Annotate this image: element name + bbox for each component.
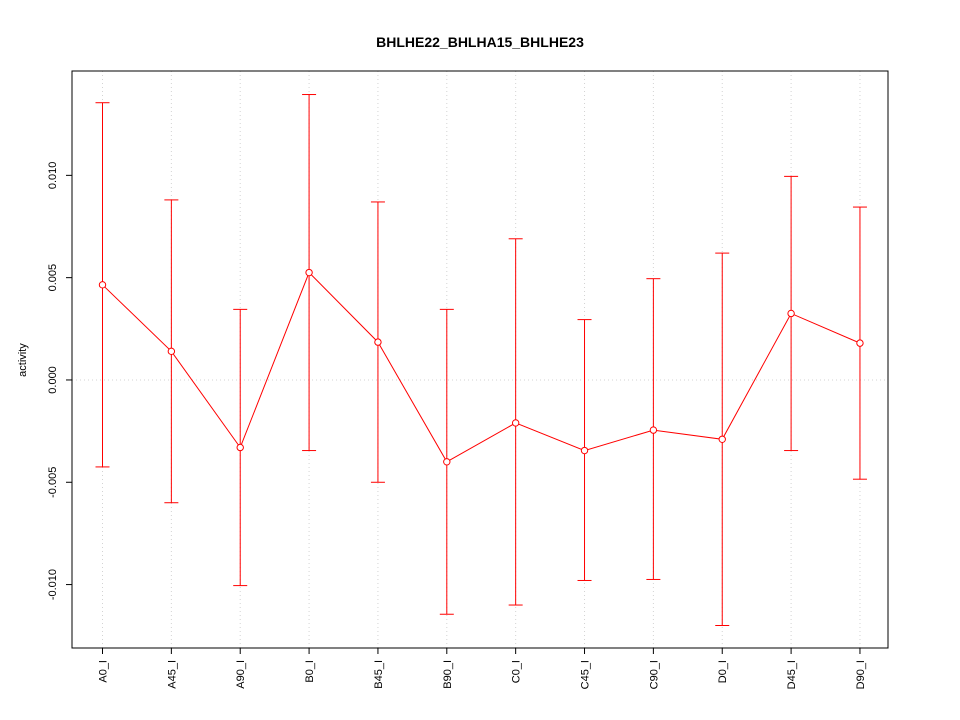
y-tick-label: -0.005 — [47, 467, 59, 498]
x-tick-label: C45_I — [580, 660, 592, 689]
series-layer — [95, 94, 867, 626]
x-tick-label: D45_I — [786, 660, 798, 689]
series-line — [102, 271, 861, 463]
y-tick-label: -0.010 — [47, 569, 59, 600]
x-tick-label: A45_I — [166, 660, 178, 689]
data-point — [167, 347, 176, 356]
x-tick-label: C0_I — [511, 660, 523, 683]
data-point — [374, 338, 382, 346]
x-tick-label: C90_I — [648, 660, 660, 689]
x-tick-label: B45_I — [373, 660, 385, 689]
axis-layer: -0.010 -0.005 0.000 0.005 0.010 A0_I A45_I A90_… — [47, 162, 867, 690]
y-tick-label: 0.005 — [47, 264, 59, 292]
chart-title: BHLHE22_BHLHA15_BHLHE23 — [376, 34, 584, 50]
data-point — [443, 458, 451, 466]
plot-frame — [71, 70, 889, 649]
data-point — [856, 339, 864, 347]
x-tick-label: B0_I — [304, 660, 316, 683]
y-tick-label: 0.000 — [47, 366, 59, 394]
data-point — [649, 426, 658, 434]
y-tick-label: 0.010 — [47, 162, 59, 190]
y-axis-label: activity — [17, 343, 29, 377]
x-tick-label: B90_I — [442, 660, 454, 689]
x-tick-label: D90_I — [855, 660, 867, 689]
x-tick-label: A0_I — [98, 660, 110, 683]
data-point — [305, 268, 313, 277]
data-point — [511, 419, 520, 427]
x-tick-label: D0_I — [717, 660, 729, 683]
data-point — [236, 443, 244, 452]
data-point — [718, 435, 726, 443]
data-point — [580, 446, 589, 455]
data-point — [98, 281, 107, 289]
data-point — [787, 309, 795, 318]
x-tick-label: A90_I — [235, 660, 247, 689]
